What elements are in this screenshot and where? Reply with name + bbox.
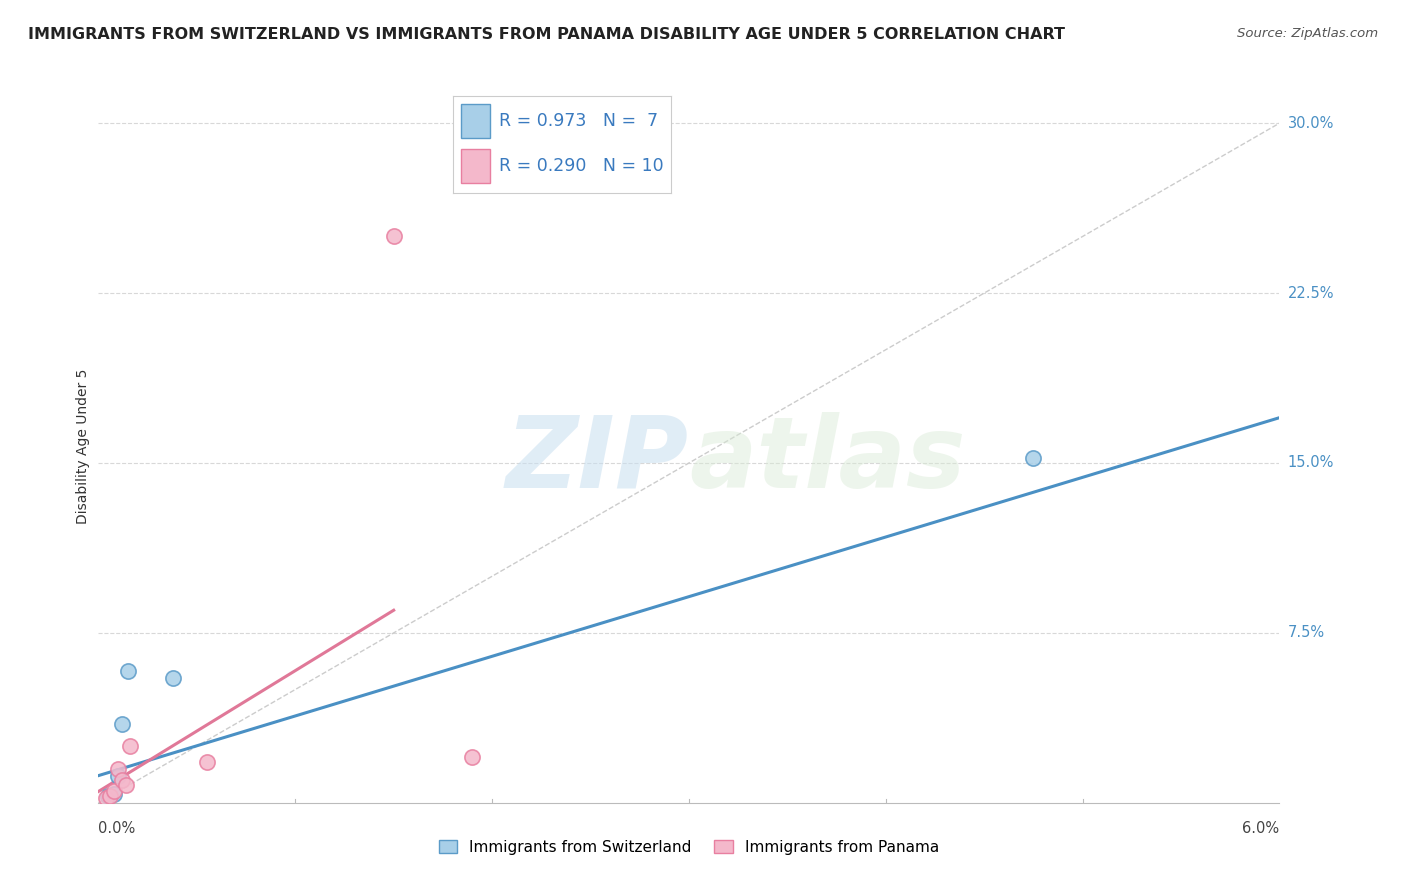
Text: ZIP: ZIP bbox=[506, 412, 689, 508]
Point bbox=[96, 791, 118, 805]
Point bbox=[107, 762, 129, 776]
Text: 6.0%: 6.0% bbox=[1243, 821, 1279, 836]
Point bbox=[111, 773, 134, 788]
Point bbox=[382, 229, 405, 244]
Point bbox=[103, 787, 125, 801]
Point bbox=[461, 750, 484, 764]
Text: IMMIGRANTS FROM SWITZERLAND VS IMMIGRANTS FROM PANAMA DISABILITY AGE UNDER 5 COR: IMMIGRANTS FROM SWITZERLAND VS IMMIGRANT… bbox=[28, 27, 1066, 42]
Text: 7.5%: 7.5% bbox=[1288, 625, 1324, 640]
Text: Source: ZipAtlas.com: Source: ZipAtlas.com bbox=[1237, 27, 1378, 40]
Point bbox=[103, 784, 125, 798]
Point bbox=[117, 665, 139, 679]
Text: 22.5%: 22.5% bbox=[1288, 285, 1334, 301]
Text: 0.0%: 0.0% bbox=[98, 821, 135, 836]
Text: 15.0%: 15.0% bbox=[1288, 456, 1334, 470]
Text: 30.0%: 30.0% bbox=[1288, 116, 1334, 131]
Point bbox=[115, 778, 138, 792]
Point bbox=[97, 789, 120, 803]
Point bbox=[107, 769, 129, 783]
Text: atlas: atlas bbox=[689, 412, 966, 508]
Point bbox=[98, 789, 121, 803]
Legend: Immigrants from Switzerland, Immigrants from Panama: Immigrants from Switzerland, Immigrants … bbox=[434, 835, 943, 859]
Point bbox=[162, 671, 184, 685]
Point bbox=[1022, 451, 1045, 466]
Point bbox=[118, 739, 141, 754]
Y-axis label: Disability Age Under 5: Disability Age Under 5 bbox=[76, 368, 90, 524]
Point bbox=[195, 755, 218, 769]
Point bbox=[111, 716, 134, 731]
